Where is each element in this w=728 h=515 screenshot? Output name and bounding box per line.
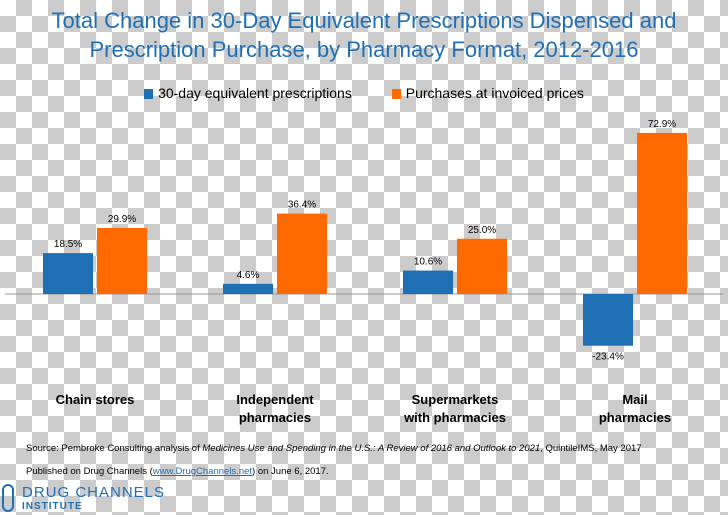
bar-purchases bbox=[277, 213, 327, 294]
data-label: 18.5% bbox=[54, 239, 82, 250]
published-suffix: ) on June 6, 2017. bbox=[252, 466, 329, 477]
drugchannels-link[interactable]: www.DrugChannels.net bbox=[152, 466, 253, 477]
legend: 30-day equivalent prescriptions Purchase… bbox=[0, 85, 728, 101]
title-line-2: Prescription Purchase, by Pharmacy Forma… bbox=[89, 37, 639, 62]
data-label: 36.4% bbox=[288, 200, 316, 211]
bar-prescriptions bbox=[403, 270, 453, 294]
category-label: Supermarkets with pharmacies bbox=[375, 391, 535, 427]
data-label: 72.9% bbox=[648, 119, 676, 130]
capsule-icon bbox=[2, 484, 14, 512]
bar-prescriptions bbox=[223, 283, 273, 294]
legend-swatch bbox=[391, 89, 401, 99]
legend-label: 30-day equivalent prescriptions bbox=[158, 85, 352, 101]
category-label-line: Independent bbox=[236, 392, 314, 407]
data-label: -23.4% bbox=[592, 352, 624, 363]
category-label-line: Mail bbox=[622, 392, 648, 407]
published-note: Published on Drug Channels (www.DrugChan… bbox=[26, 466, 329, 477]
source-suffix: , QuintileIMS, May 2017 bbox=[540, 443, 642, 454]
bar-purchases bbox=[637, 132, 687, 294]
data-label: 10.6% bbox=[414, 257, 442, 268]
category-label: Mail pharmacies bbox=[555, 391, 715, 427]
chart-title: Total Change in 30-Day Equivalent Prescr… bbox=[0, 6, 728, 64]
source-note: Source: Pembroke Consulting analysis of … bbox=[26, 443, 642, 454]
category-label-line: Supermarkets bbox=[411, 392, 499, 407]
category-label: Independent pharmacies bbox=[195, 391, 355, 427]
title-line-1: Total Change in 30-Day Equivalent Prescr… bbox=[51, 8, 677, 33]
data-label: 29.9% bbox=[108, 214, 136, 225]
bar-purchases bbox=[457, 238, 507, 294]
bar-prescriptions bbox=[583, 294, 633, 346]
category-label: Chain stores bbox=[15, 391, 175, 409]
bar-prescriptions bbox=[43, 253, 93, 294]
data-label: 4.6% bbox=[237, 270, 260, 281]
legend-item-purchases: Purchases at invoiced prices bbox=[391, 85, 584, 101]
category-label-line: Chain stores bbox=[55, 392, 135, 407]
logo-name: DRUG CHANNELS bbox=[22, 484, 166, 501]
legend-label: Purchases at invoiced prices bbox=[405, 85, 584, 101]
category-label-line: pharmacies bbox=[238, 410, 312, 425]
data-label: 25.0% bbox=[468, 225, 496, 236]
legend-swatch bbox=[144, 89, 154, 99]
logo-sub: INSTITUTE bbox=[22, 501, 83, 512]
source-prefix: Source: Pembroke Consulting analysis of bbox=[26, 443, 203, 454]
legend-item-prescriptions: 30-day equivalent prescriptions bbox=[144, 85, 352, 101]
source-title: Medicines Use and Spending in the U.S.: … bbox=[202, 443, 541, 454]
category-label-line: with pharmacies bbox=[404, 410, 506, 425]
published-prefix: Published on Drug Channels ( bbox=[26, 466, 153, 477]
bar-purchases bbox=[97, 227, 147, 294]
category-label-line: pharmacies bbox=[598, 410, 672, 425]
